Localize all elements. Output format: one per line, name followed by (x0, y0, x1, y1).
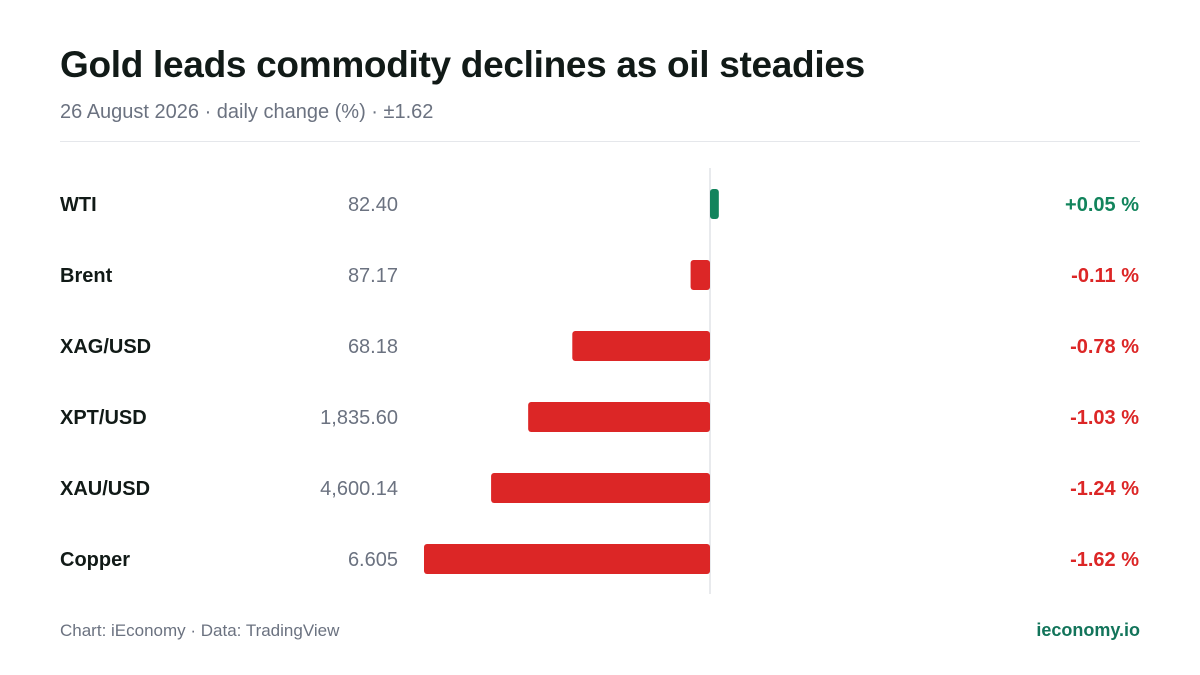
category-label: XAG/USD (60, 336, 151, 358)
category-label: Copper (60, 549, 130, 571)
value-label: -0.11 % (1071, 265, 1139, 287)
price-label: 6.605 (348, 549, 398, 571)
price-label: 68.18 (348, 336, 398, 358)
category-label: WTI (60, 194, 97, 216)
category-label: XPT/USD (60, 407, 147, 429)
price-label: 82.40 (348, 194, 398, 216)
bar (710, 189, 719, 219)
value-label: -1.03 % (1070, 407, 1139, 429)
source-credit: Chart: iEconomy · Data: TradingView (60, 621, 340, 640)
value-label: -1.62 % (1070, 549, 1139, 571)
bar (491, 473, 710, 503)
bar (690, 260, 710, 290)
value-label: +0.05 % (1065, 194, 1139, 216)
brand-link[interactable]: ieconomy.io (1036, 620, 1140, 640)
category-label: Brent (60, 265, 113, 287)
value-label: -0.78 % (1070, 336, 1139, 358)
price-label: 4,600.14 (320, 478, 398, 500)
chart-title: Gold leads commodity declines as oil ste… (60, 44, 865, 85)
price-label: 1,835.60 (320, 407, 398, 429)
value-label: -1.24 % (1070, 478, 1139, 500)
bar (528, 402, 710, 432)
bar (572, 331, 710, 361)
price-label: 87.17 (348, 265, 398, 287)
chart-subtitle: 26 August 2026 · daily change (%) · ±1.6… (60, 101, 434, 123)
header-divider (60, 141, 1140, 142)
category-label: XAU/USD (60, 478, 150, 500)
bar (424, 544, 710, 574)
